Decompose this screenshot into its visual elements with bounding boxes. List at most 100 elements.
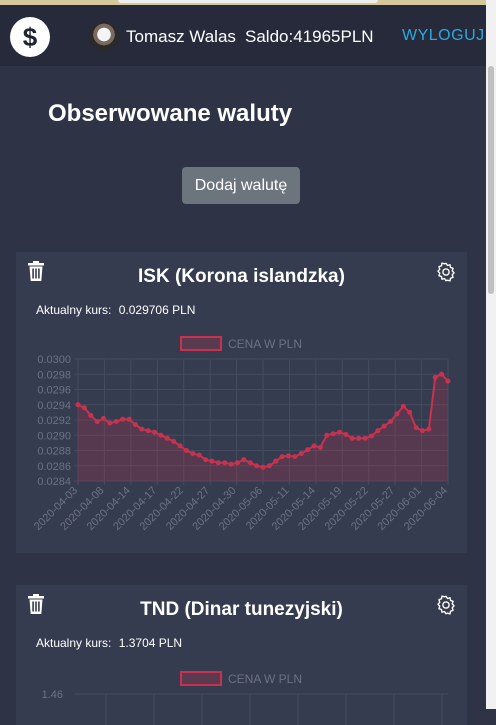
- y-tick-label: 0.0294: [37, 400, 71, 412]
- data-point: [439, 371, 445, 377]
- data-point: [241, 457, 247, 463]
- data-point: [81, 405, 87, 411]
- data-point: [343, 431, 349, 437]
- data-point: [75, 402, 81, 408]
- scrollbar-thumb[interactable]: [488, 66, 494, 294]
- y-tick-label: 0.0288: [37, 446, 71, 458]
- data-point: [101, 415, 107, 421]
- data-point: [381, 423, 387, 429]
- data-point: [388, 419, 394, 425]
- legend-swatch: [180, 336, 222, 351]
- data-point: [324, 432, 330, 438]
- data-point: [228, 461, 234, 467]
- data-point: [311, 443, 317, 449]
- y-tick-label: 0.0300: [37, 354, 71, 366]
- data-point: [337, 429, 343, 435]
- data-point: [432, 374, 438, 380]
- data-point: [279, 454, 285, 460]
- data-point: [183, 448, 189, 453]
- data-point: [120, 416, 126, 422]
- data-point: [317, 444, 323, 450]
- data-point: [286, 453, 292, 459]
- data-point: [445, 378, 451, 384]
- data-point: [139, 426, 145, 432]
- data-point: [362, 435, 368, 441]
- data-point: [349, 435, 355, 441]
- add-currency-button[interactable]: Dodaj walutę: [182, 167, 300, 204]
- data-point: [107, 420, 113, 426]
- data-point: [145, 428, 151, 434]
- data-point: [426, 426, 432, 432]
- dollar-logo-icon[interactable]: $: [10, 17, 50, 57]
- balance-text: Saldo:41965PLN: [245, 27, 374, 46]
- current-rate: Aktualny kurs: 0.029706 PLN: [36, 303, 199, 317]
- data-point: [88, 412, 94, 418]
- data-point: [203, 457, 209, 463]
- y-tick-label: 0.0286: [37, 461, 71, 473]
- data-point: [196, 452, 202, 458]
- trash-icon[interactable]: [28, 261, 44, 281]
- data-point: [113, 419, 119, 425]
- data-point: [132, 422, 138, 428]
- data-point: [305, 447, 311, 453]
- data-point: [400, 403, 406, 409]
- currency-card: TND (Dinar tunezyjski) Aktualny kurs: 1.…: [16, 585, 467, 725]
- legend-swatch: [180, 671, 222, 686]
- data-point: [368, 433, 374, 439]
- rate-chart: CENA W PLN 1.46: [42, 671, 448, 725]
- data-point: [177, 443, 183, 449]
- logout-link[interactable]: WYLOGUJ: [402, 27, 485, 44]
- data-point: [215, 460, 221, 466]
- data-point: [222, 460, 228, 466]
- rate-value: 1.3704 PLN: [118, 636, 183, 650]
- data-point: [94, 419, 100, 425]
- data-point: [330, 431, 336, 437]
- trash-icon[interactable]: [28, 594, 44, 614]
- data-point: [254, 463, 260, 469]
- data-point: [171, 438, 177, 444]
- rate-label: Aktualny kurs:: [36, 303, 112, 317]
- y-tick-label: 0.0298: [37, 369, 71, 381]
- data-point: [419, 428, 425, 434]
- y-tick-label: 1.46: [42, 689, 63, 701]
- data-point: [266, 463, 272, 469]
- rate-chart: CENA W PLN 0.0300 0.0298 0.0296 0.0294 0.0292…: [32, 336, 451, 533]
- series-area: [78, 374, 448, 481]
- browser-tab: [118, 0, 378, 3]
- data-point: [413, 425, 419, 431]
- data-point: [209, 458, 215, 464]
- page-title: Obserwowane waluty: [48, 100, 293, 127]
- data-point: [260, 464, 266, 470]
- data-point: [375, 428, 381, 434]
- user-name: Tomasz Walas: [126, 27, 236, 46]
- rate-value: 0.029706 PLN: [118, 303, 196, 317]
- data-point: [407, 409, 413, 415]
- gear-icon[interactable]: [435, 261, 457, 283]
- avatar[interactable]: [89, 21, 119, 51]
- y-tick-label: 0.0292: [37, 415, 71, 427]
- data-point: [190, 451, 196, 457]
- currency-card: ISK (Korona islandzka) Aktualny kurs: 0.…: [16, 252, 467, 553]
- data-point: [298, 451, 304, 457]
- data-point: [356, 435, 362, 441]
- legend-label: CENA W PLN: [228, 337, 302, 351]
- data-point: [158, 432, 164, 438]
- data-point: [292, 454, 298, 460]
- rate-label: Aktualny kurs:: [36, 636, 112, 650]
- data-point: [394, 411, 400, 417]
- y-tick-label: 0.0296: [37, 385, 71, 397]
- navbar: $ Tomasz Walas Saldo:41965PLN WYLOGUJ: [0, 5, 486, 66]
- scrollbar[interactable]: [486, 0, 496, 709]
- y-tick-label: 0.0290: [37, 430, 71, 442]
- current-rate: Aktualny kurs: 1.3704 PLN: [36, 636, 186, 650]
- gear-icon[interactable]: [435, 594, 457, 616]
- data-point: [164, 435, 170, 441]
- browser-top-strip: [0, 0, 496, 5]
- data-point: [273, 458, 279, 464]
- data-point: [126, 416, 132, 422]
- card-title: TND (Dinar tunezyjski): [140, 599, 343, 620]
- card-title: ISK (Korona islandzka): [138, 266, 345, 287]
- y-tick-label: 0.0284: [37, 476, 71, 488]
- legend-label: CENA W PLN: [228, 672, 302, 686]
- data-point: [234, 460, 240, 466]
